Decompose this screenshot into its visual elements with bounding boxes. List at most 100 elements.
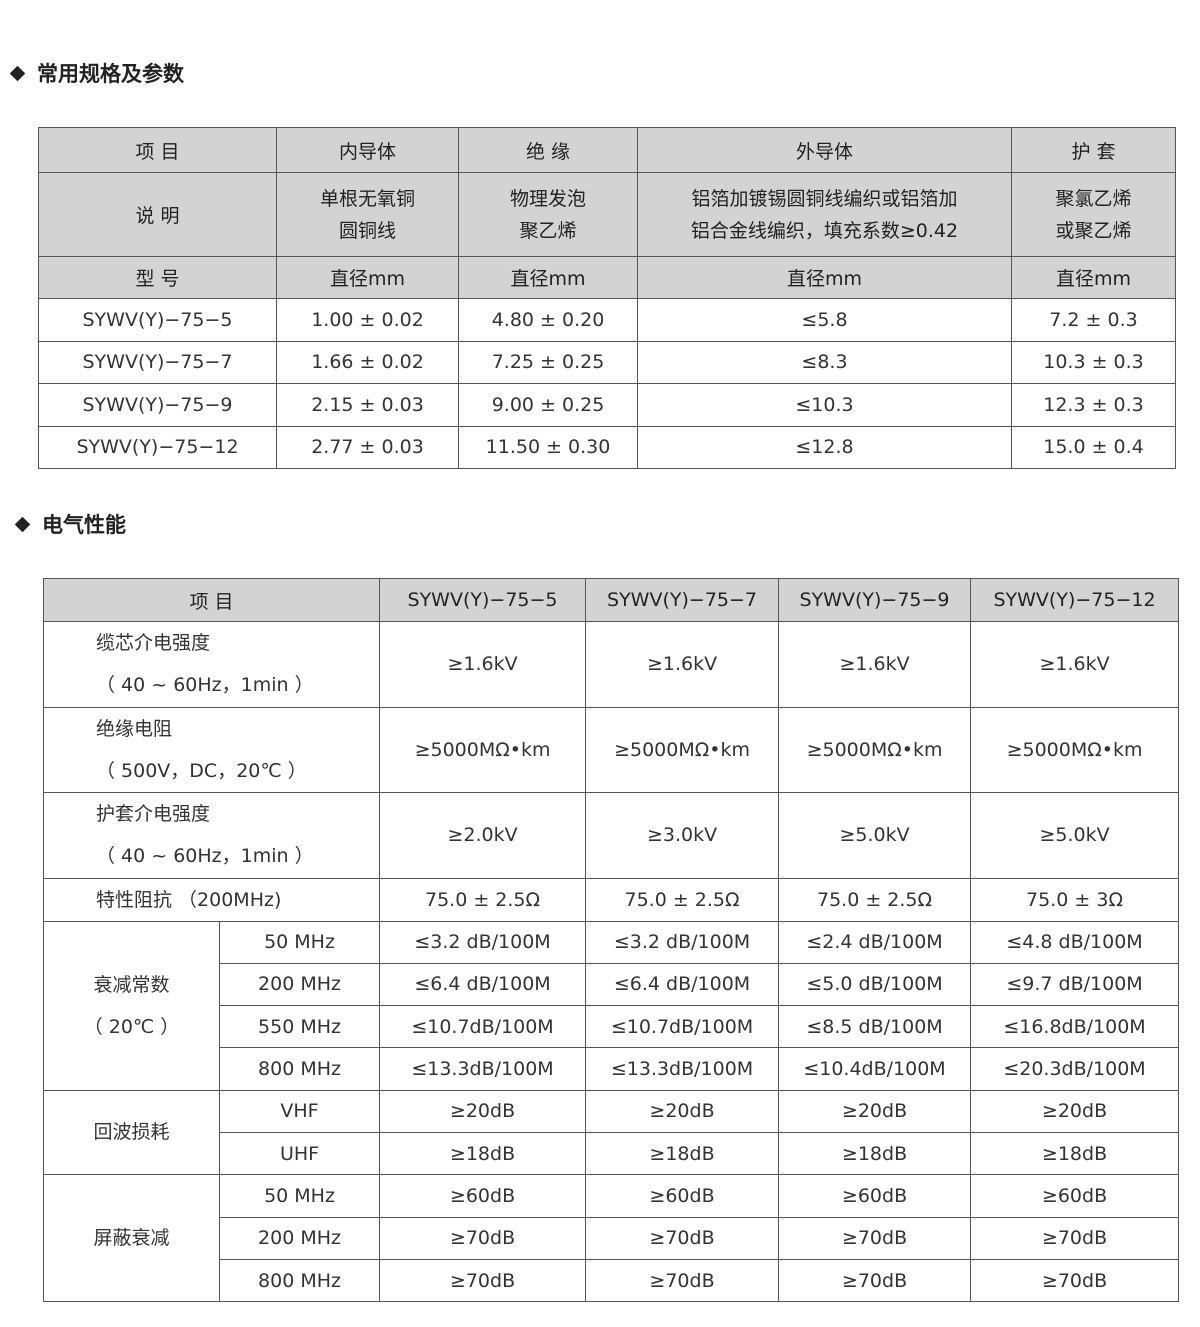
value-cell: ≥1.6kV [778,621,972,708]
description-cell-line: 物理发泡 [509,187,586,210]
model-header-cell: SYWV(Y)−75−12 [970,578,1180,622]
table-row: 200 MHz ≥70dB ≥70dB ≥70dB ≥70dB [44,1216,1180,1260]
value-cell: ≥20dB [379,1089,587,1133]
frequency-cell: 800 MHz [218,1047,381,1091]
value-cell: ≤4.8 dB/100M [970,920,1180,964]
value-cell: ≤10.3 [637,383,1012,427]
header-cell: 绝 缘 [458,127,638,173]
diamond-bullet-icon [9,65,26,81]
model-header-cell: SYWV(Y)−75−5 [379,578,587,622]
electrical-title: 电气性能 [42,513,126,537]
value-cell: ≥60dB [379,1174,587,1218]
value-cell: ≥5.0kV [778,792,972,879]
table-row: 缆芯介电强度（ 40 ~ 60Hz，1min ） ≥1.6kV ≥1.6kV ≥1.6… [42,621,1180,708]
unit-row: 型 号直径mm 直径mm 直径mm 直径mm [38,256,1176,299]
value-cell: ≥70dB [379,1258,587,1303]
spec-table: 项 目内导体绝 缘外导体护 套说 明单根无氧铜 圆铜线 物理发泡 聚乙烯 铝箔加镀锡圆铜… [38,127,1176,469]
header-row: 项 目内导体绝 缘外导体护 套 [38,127,1176,173]
spec-heading: 常用规格及参数 [9,58,184,88]
value-cell: ≥70dB [379,1216,587,1260]
value-cell: ≥70dB [585,1258,780,1303]
row-label: 说 明 [38,172,277,257]
value-cell: ≥5000MΩ•km [778,706,972,793]
value-cell: ≤3.2 dB/100M [379,920,587,964]
value-cell: ≥18dB [778,1131,972,1176]
value-cell: 11.50 ± 0.30 [458,425,638,469]
value-cell: 1.66 ± 0.02 [276,340,459,384]
description-cell-line: 聚乙烯 [519,219,577,242]
header-cell: 内导体 [276,127,459,173]
value-cell: ≥60dB [970,1174,1180,1218]
table-row: 特性阻抗 （200MHz) 75.0 ± 2.5Ω 75.0 ± 2.5Ω 75.0 … [42,877,1180,922]
value-cell: ≥18dB [970,1131,1180,1176]
frequency-cell: 50 MHz [218,1174,381,1218]
value-cell: ≤8.5 dB/100M [778,1005,972,1049]
model-cell: SYWV(Y)−75−5 [38,298,277,342]
description-cell-line: 聚氯乙烯 [1055,187,1132,210]
description-cell: 聚氯乙烯 或聚乙烯 [1011,172,1176,257]
value-cell: ≥20dB [585,1089,780,1133]
table-row: 550 MHz ≤10.7dB/100M ≤10.7dB/100M ≤8.5 dB/1… [44,1005,1180,1049]
unit-cell: 直径mm [276,256,459,299]
value-cell: ≥20dB [778,1089,972,1133]
row-label: 缆芯介电强度 （ 40 ~ 60Hz，1min ） [42,621,381,708]
description-cell: 铝箔加镀锡圆铜线编织或铝箔加 铝合金线编织，填充系数≥0.42 [637,172,1012,257]
value-cell: ≤6.4 dB/100M [379,962,587,1007]
group-label-line: （ 20℃ ） [83,1015,180,1038]
value-cell: ≤10.4dB/100M [778,1047,972,1091]
value-cell: 9.00 ± 0.25 [458,383,638,427]
group-label-line: 衰减常数 [93,973,170,996]
value-cell: ≤2.4 dB/100M [778,920,972,964]
value-cell: ≤10.7dB/100M [379,1005,587,1049]
value-cell: ≥1.6kV [379,621,587,708]
value-cell: ≤6.4 dB/100M [585,962,780,1007]
value-cell: ≥3.0kV [585,792,780,879]
table-row: 屏蔽衰减 50 MHz ≥60dB ≥60dB ≥60dB ≥60dB [43,1174,1180,1303]
row-label-line: 护套介电强度 [96,803,211,826]
value-cell: ≤9.7 dB/100M [970,962,1180,1007]
frequency-cell: 200 MHz [218,962,381,1007]
table-row: SYWV(Y)−75−12 2.77 ± 0.03 11.50 ± 0.30 ≤12.… [38,425,1176,469]
value-cell: 12.3 ± 0.3 [1011,383,1176,427]
value-cell: ≤8.3 [637,340,1012,384]
table-row: 护套介电强度（ 40 ~ 60Hz，1min ） ≥2.0kV ≥3.0kV ≥5.0… [42,792,1180,879]
value-cell: 7.2 ± 0.3 [1011,298,1176,342]
description-cell-line: 铝箔加镀锡圆铜线编织或铝箔加 [691,187,958,210]
row-label-line: 特性阻抗 （200MHz) [96,888,282,911]
row-label-line: （ 500V，DC，20℃ ） [96,759,307,782]
value-cell: ≥1.6kV [585,621,780,708]
value-cell: ≥70dB [778,1216,972,1260]
model-header-cell: SYWV(Y)−75−9 [778,578,972,622]
unit-cell: 直径mm [637,256,1012,299]
table-row: 800 MHz ≥70dB ≥70dB ≥70dB ≥70dB [44,1258,1180,1303]
table-row: 衰减常数（ 20℃ ） 50 MHz ≤3.2 dB/100M ≤3.2 dB/100… [43,920,1180,1091]
value-cell: ≥70dB [585,1216,780,1260]
row-label: 护套介电强度 （ 40 ~ 60Hz，1min ） [42,792,381,879]
header-cell: 项 目 [42,578,381,622]
model-cell: SYWV(Y)−75−9 [38,383,277,427]
table-row: 800 MHz ≤13.3dB/100M ≤13.3dB/100M ≤10.4dB/1… [44,1047,1180,1091]
value-cell: ≥5.0kV [970,792,1180,879]
value-cell: ≤16.8dB/100M [970,1005,1180,1049]
description-cell-line: 单根无氧铜 [319,187,415,210]
description-cell-line: 或聚乙烯 [1055,219,1132,242]
table-row: 回波损耗 VHF ≥20dB ≥20dB ≥20dB ≥20dB [43,1089,1180,1176]
value-cell: ≤5.8 [637,298,1012,342]
model-header-cell: SYWV(Y)−75−7 [585,578,780,622]
value-cell: 1.00 ± 0.02 [276,298,459,342]
value-cell: 2.77 ± 0.03 [276,425,459,469]
value-cell: ≤20.3dB/100M [970,1047,1180,1091]
value-cell: 75.0 ± 2.5Ω [379,877,587,922]
value-cell: 15.0 ± 0.4 [1011,425,1176,469]
group-label-line: 屏蔽衰减 [93,1227,170,1250]
value-cell: 4.80 ± 0.20 [458,298,638,342]
row-label-line: （ 40 ~ 60Hz，1min ） [96,845,314,868]
frequency-cell: UHF [218,1131,381,1176]
frequency-cell: 50 MHz [218,920,381,964]
value-cell: ≤5.0 dB/100M [778,962,972,1007]
header-cell: 护 套 [1011,127,1176,173]
model-cell: SYWV(Y)−75−7 [38,340,277,384]
description-cell-line: 铝合金线编织，填充系数≥0.42 [690,219,959,242]
diamond-bullet-icon [14,516,31,532]
